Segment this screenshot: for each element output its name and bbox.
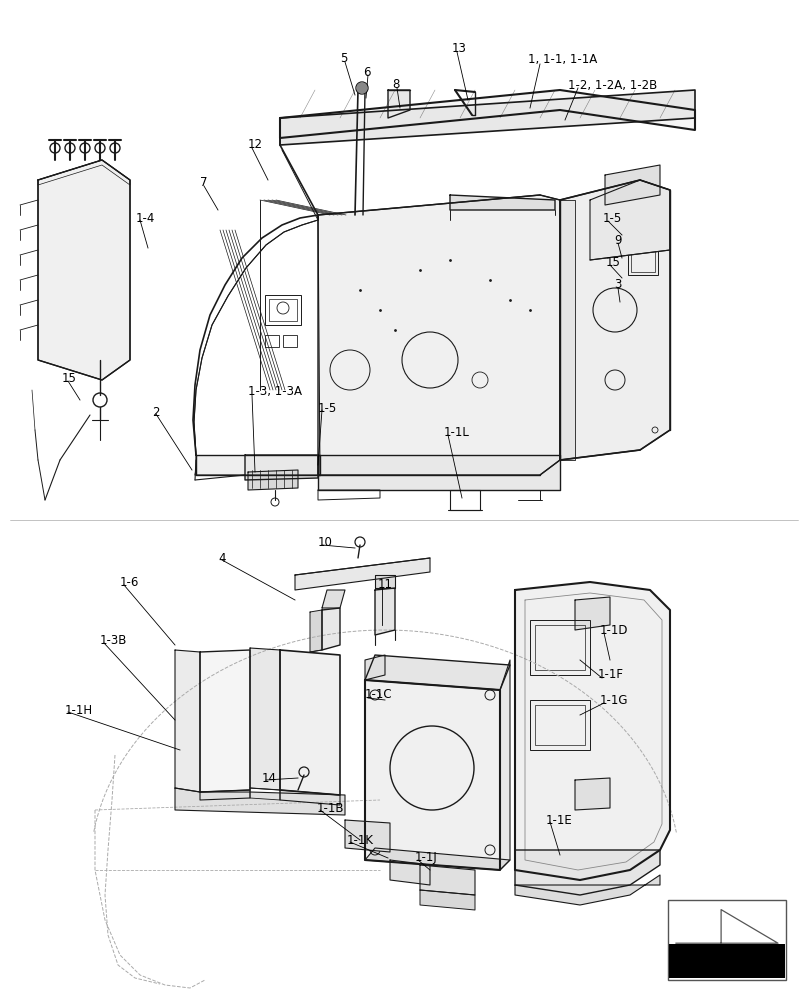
Bar — [631, 243, 655, 272]
Text: 9: 9 — [614, 233, 621, 246]
Text: 1-4: 1-4 — [136, 212, 155, 225]
Text: 1-3B: 1-3B — [100, 634, 128, 647]
Text: 7: 7 — [200, 176, 208, 190]
Bar — [283, 335, 297, 347]
Polygon shape — [318, 195, 560, 475]
Polygon shape — [575, 778, 610, 810]
Bar — [265, 295, 301, 325]
Polygon shape — [500, 660, 510, 870]
Bar — [530, 700, 590, 750]
Bar — [628, 240, 658, 275]
Text: 1-5: 1-5 — [603, 212, 622, 225]
Text: 4: 4 — [218, 552, 225, 564]
Text: 1-1L: 1-1L — [444, 426, 470, 438]
Polygon shape — [310, 610, 322, 652]
Polygon shape — [390, 860, 430, 885]
Polygon shape — [322, 608, 340, 650]
Bar — [669, 944, 785, 978]
Bar — [535, 705, 585, 745]
Text: 11: 11 — [378, 578, 393, 591]
Polygon shape — [590, 180, 670, 260]
Polygon shape — [175, 650, 200, 792]
Polygon shape — [365, 848, 510, 870]
Polygon shape — [605, 165, 660, 205]
Text: 14: 14 — [262, 772, 277, 784]
Text: 1-6: 1-6 — [120, 576, 139, 588]
Polygon shape — [388, 90, 410, 118]
Polygon shape — [248, 470, 298, 490]
Polygon shape — [200, 650, 250, 792]
Polygon shape — [365, 655, 385, 680]
Text: 1-1G: 1-1G — [600, 694, 629, 706]
Polygon shape — [375, 575, 395, 588]
Polygon shape — [420, 890, 475, 910]
Text: 15: 15 — [62, 371, 77, 384]
Polygon shape — [250, 648, 280, 790]
Bar — [269, 299, 297, 321]
Polygon shape — [280, 790, 340, 805]
Polygon shape — [280, 650, 340, 795]
Text: 13: 13 — [452, 41, 467, 54]
Text: 1-1E: 1-1E — [546, 814, 573, 826]
Polygon shape — [175, 788, 345, 815]
Polygon shape — [560, 180, 670, 460]
Text: 5: 5 — [340, 51, 347, 64]
Text: 1-2, 1-2A, 1-2B: 1-2, 1-2A, 1-2B — [568, 79, 657, 92]
Text: 1-1J: 1-1J — [415, 852, 438, 864]
Text: 1-1F: 1-1F — [598, 668, 624, 682]
Text: 15: 15 — [606, 255, 621, 268]
Polygon shape — [560, 200, 575, 460]
Text: 1-1C: 1-1C — [365, 688, 393, 702]
Polygon shape — [450, 195, 555, 210]
Polygon shape — [420, 865, 475, 895]
Bar — [265, 335, 279, 347]
Polygon shape — [280, 90, 695, 145]
Polygon shape — [196, 455, 320, 475]
Polygon shape — [515, 582, 670, 880]
Polygon shape — [322, 590, 345, 608]
Polygon shape — [365, 655, 510, 690]
Text: 1-5: 1-5 — [318, 401, 337, 414]
Text: 1-1D: 1-1D — [600, 624, 629, 637]
Polygon shape — [345, 820, 390, 852]
Polygon shape — [515, 875, 660, 905]
Polygon shape — [245, 455, 318, 480]
Polygon shape — [375, 588, 395, 635]
Polygon shape — [365, 680, 500, 870]
Polygon shape — [575, 597, 610, 630]
Polygon shape — [515, 850, 660, 895]
Text: 1-1H: 1-1H — [65, 704, 93, 716]
Text: 1, 1-1, 1-1A: 1, 1-1, 1-1A — [528, 53, 597, 66]
Bar — [530, 620, 590, 675]
Text: 6: 6 — [363, 66, 371, 79]
Polygon shape — [38, 160, 130, 380]
Text: 2: 2 — [152, 406, 159, 418]
Bar — [668, 900, 786, 980]
Polygon shape — [318, 455, 560, 490]
Bar — [535, 625, 585, 670]
Text: 10: 10 — [318, 536, 333, 548]
Text: 8: 8 — [392, 79, 399, 92]
Text: 1-1K: 1-1K — [347, 834, 374, 846]
Text: 12: 12 — [248, 138, 263, 151]
Text: 1-1B: 1-1B — [317, 802, 344, 814]
Polygon shape — [295, 558, 430, 590]
Text: 1-3, 1-3A: 1-3, 1-3A — [248, 385, 302, 398]
Circle shape — [357, 83, 367, 93]
Polygon shape — [280, 90, 695, 138]
Text: 3: 3 — [614, 278, 621, 292]
